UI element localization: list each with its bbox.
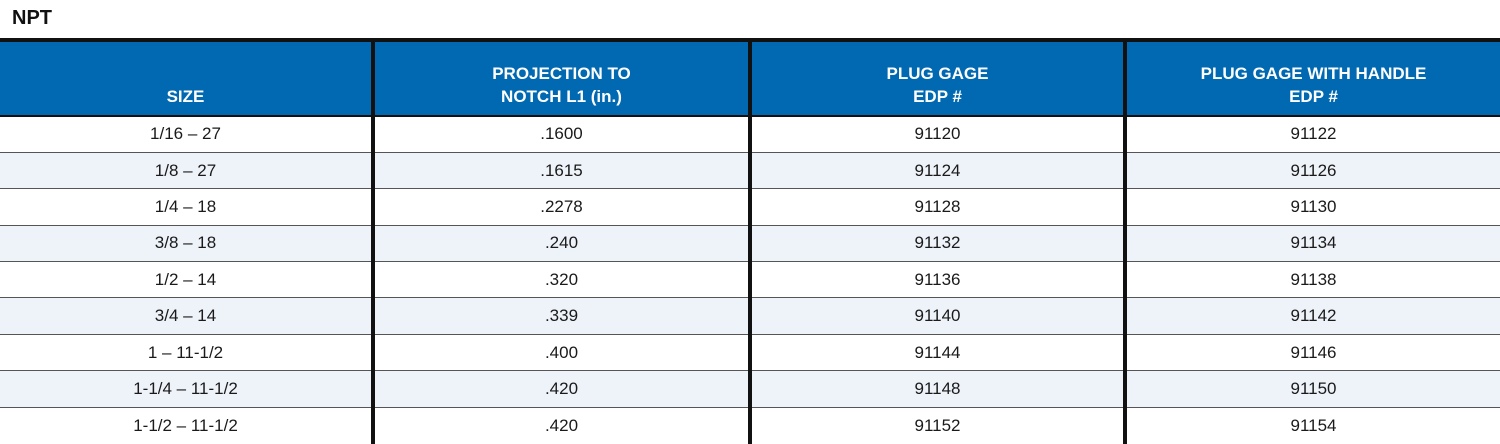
table-row: 1/2 – 14 .320 91136 91138 [0,261,1500,298]
table-row: 1/8 – 27 .1615 91124 91126 [0,151,1500,189]
header-projection: PROJECTION TO NOTCH L1 (in.) [371,38,750,116]
cell-size: 1/16 – 27 [0,114,373,153]
cell-plug-gage-handle: 91130 [1123,188,1500,226]
header-size-line2: SIZE [166,87,205,106]
table-row: 1-1/2 – 11-1/2 .420 91152 91154 [0,406,1500,444]
cell-plug-gage-handle: 91138 [1123,261,1500,298]
cell-plug-gage-handle: 91142 [1123,297,1500,335]
cell-size: 1-1/4 – 11-1/2 [0,370,373,408]
header-projection-line1: PROJECTION TO [492,64,631,83]
cell-plug-gage: 91152 [748,406,1125,444]
header-plug-gage-line1: PLUG GAGE [886,64,989,83]
cell-size: 1-1/2 – 11-1/2 [0,406,373,444]
cell-plug-gage: 91120 [748,114,1125,153]
cell-plug-gage: 91144 [748,333,1125,371]
header-plug-gage-handle-line2: EDP # [1289,87,1338,106]
cell-projection: .420 [371,406,750,444]
cell-size: 1/4 – 18 [0,188,373,226]
cell-plug-gage: 91132 [748,224,1125,262]
table-row: 1-1/4 – 11-1/2 .420 91148 91150 [0,370,1500,408]
cell-plug-gage: 91128 [748,188,1125,226]
cell-projection: .339 [371,297,750,335]
table-row: 3/8 – 18 .240 91132 91134 [0,224,1500,262]
cell-projection: .240 [371,224,750,262]
cell-size: 1/8 – 27 [0,151,373,189]
cell-projection: .320 [371,261,750,298]
npt-table: SIZE PROJECTION TO NOTCH L1 (in.) PLUG G… [0,38,1500,444]
table-row: 3/4 – 14 .339 91140 91142 [0,297,1500,335]
header-plug-gage-handle: PLUG GAGE WITH HANDLE EDP # [1123,38,1500,116]
cell-size: 3/4 – 14 [0,297,373,335]
cell-plug-gage-handle: 91146 [1123,333,1500,371]
table-row: 1/4 – 18 .2278 91128 91130 [0,188,1500,226]
cell-plug-gage-handle: 91126 [1123,151,1500,189]
cell-plug-gage: 91136 [748,261,1125,298]
table-row: 1/16 – 27 .1600 91120 91122 [0,114,1500,153]
cell-plug-gage: 91140 [748,297,1125,335]
cell-projection: .420 [371,370,750,408]
cell-projection: .1600 [371,114,750,153]
cell-plug-gage-handle: 91154 [1123,406,1500,444]
header-plug-gage-line2: EDP # [913,87,962,106]
header-row: SIZE PROJECTION TO NOTCH L1 (in.) PLUG G… [0,38,1500,116]
cell-size: 3/8 – 18 [0,224,373,262]
cell-projection: .1615 [371,151,750,189]
cell-plug-gage-handle: 91122 [1123,114,1500,153]
table-header: SIZE PROJECTION TO NOTCH L1 (in.) PLUG G… [0,38,1500,116]
cell-size: 1/2 – 14 [0,261,373,298]
page-title: NPT [12,7,52,29]
header-size: SIZE [0,38,373,116]
cell-plug-gage: 91148 [748,370,1125,408]
header-projection-line2: NOTCH L1 (in.) [501,87,622,106]
cell-plug-gage-handle: 91150 [1123,370,1500,408]
table-row: 1 – 11-1/2 .400 91144 91146 [0,333,1500,371]
header-plug-gage: PLUG GAGE EDP # [748,38,1125,116]
cell-projection: .400 [371,333,750,371]
header-plug-gage-handle-line1: PLUG GAGE WITH HANDLE [1200,64,1427,83]
cell-plug-gage: 91124 [748,151,1125,189]
table-body: 1/16 – 27 .1600 91120 91122 1/8 – 27 .16… [0,114,1500,444]
cell-size: 1 – 11-1/2 [0,333,373,371]
cell-plug-gage-handle: 91134 [1123,224,1500,262]
cell-projection: .2278 [371,188,750,226]
